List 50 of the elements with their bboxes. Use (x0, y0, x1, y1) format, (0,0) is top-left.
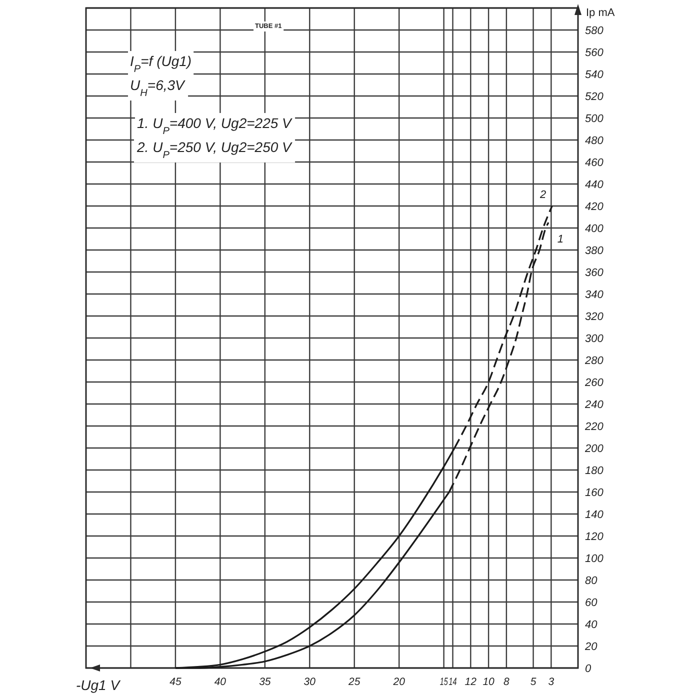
y-tick-label: 300 (585, 332, 604, 345)
y-tick-label: 480 (585, 134, 604, 147)
annotation: U$_{H}$=6,3V (130, 77, 186, 98)
x-tick-label: 12 (464, 676, 477, 688)
y-tick-label: 280 (584, 354, 604, 367)
annotation: 2. U$_{P}$=250 V, Ug2=250 V (136, 139, 294, 160)
x-tick-label: 10 (482, 676, 495, 688)
x-tick-label: 40 (214, 676, 226, 688)
x-tick-label: 3 (548, 676, 554, 688)
x-tick-label: 45 (170, 676, 182, 688)
y-tick-label: 200 (584, 442, 604, 455)
x-tick-label: 14 (448, 676, 460, 688)
y-tick-label: 380 (585, 244, 604, 257)
y-tick-label: 340 (585, 288, 604, 301)
y-tick-label: 180 (585, 464, 604, 477)
y-tick-label: 420 (585, 200, 604, 213)
y-tick-label: 40 (585, 618, 598, 631)
y-tick-label: 320 (585, 310, 604, 323)
y-tick-label: 240 (584, 398, 604, 411)
y-tick-label: 580 (585, 24, 604, 37)
y-tick-label: 140 (585, 508, 604, 521)
x-axis-title: -Ug1 V (76, 677, 122, 693)
series-label: 2 (538, 189, 546, 201)
y-tick-label: 220 (584, 420, 604, 433)
y-tick-label: 80 (585, 574, 598, 587)
y-tick-label: 560 (585, 46, 604, 59)
y-axis-title: Ip mA (586, 7, 616, 19)
y-tick-label: 100 (585, 552, 604, 565)
x-tick-label: 25 (348, 676, 360, 688)
y-tick-label: 120 (585, 530, 604, 543)
text: I$_{P}$=f (Ug1) (130, 53, 192, 74)
y-tick-label: 520 (585, 90, 604, 103)
x-tick-label: 5 (530, 676, 536, 688)
x-tick-label: 20 (392, 676, 406, 688)
y-tick-label: 260 (584, 376, 604, 389)
y-tick-label: 540 (585, 68, 604, 81)
y-tick-label: 360 (585, 266, 604, 279)
y-tick-label: 0 (585, 662, 592, 675)
x-tick-label: 35 (259, 676, 271, 688)
y-tick-label: 160 (585, 486, 604, 499)
y-tick-label: 500 (585, 112, 604, 125)
annotation: 1. U$_{P}$=400 V, Ug2=225 V (137, 115, 294, 136)
y-tick-label: 60 (585, 596, 598, 609)
y-tick-label: 460 (585, 156, 604, 169)
series-label: 1 (557, 234, 564, 246)
x-tick-label: 8 (504, 676, 510, 688)
y-tick-label: 440 (585, 178, 604, 191)
y-tick-label: 400 (585, 222, 604, 235)
y-tick-label: 20 (584, 640, 598, 653)
x-tick-label: 30 (304, 676, 316, 688)
